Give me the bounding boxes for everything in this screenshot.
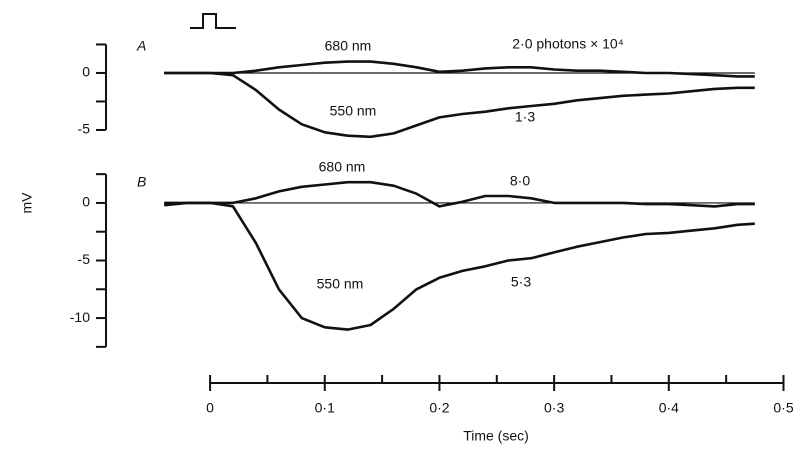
x-axis-label: Time (sec) — [463, 428, 529, 444]
annotation: A — [136, 38, 146, 54]
series-line — [164, 60, 755, 78]
x-tick-label: 0·1 — [315, 400, 335, 416]
annotation: B — [137, 174, 146, 190]
series-line — [164, 71, 755, 139]
y-tick-label: -10 — [70, 309, 90, 325]
x-tick-label: 0·2 — [429, 400, 449, 416]
y-axis-label: mV — [19, 192, 35, 214]
x-tick-label: 0·4 — [659, 400, 679, 416]
annotation: 550 nm — [330, 103, 377, 119]
y-tick-label: -5 — [78, 121, 91, 137]
y-tick-label: -5 — [78, 251, 91, 267]
x-tick-label: 0·5 — [773, 400, 793, 416]
series-line — [164, 180, 755, 208]
y-tick-label: 0 — [82, 194, 90, 210]
x-tick-label: 0 — [206, 400, 214, 416]
series-line — [164, 201, 755, 331]
annotation: 550 nm — [317, 276, 364, 292]
x-tick-label: 0·3 — [544, 400, 564, 416]
annotation: 680 nm — [319, 159, 366, 175]
annotation: 8·0 — [510, 173, 530, 189]
annotation: 5·3 — [511, 274, 531, 290]
annotation: 1·3 — [515, 109, 535, 125]
stimulus-pulse — [190, 13, 236, 29]
annotation: 2·0 photons × 10⁴ — [512, 36, 624, 52]
y-tick-label: 0 — [82, 64, 90, 80]
annotation: 680 nm — [325, 38, 372, 54]
